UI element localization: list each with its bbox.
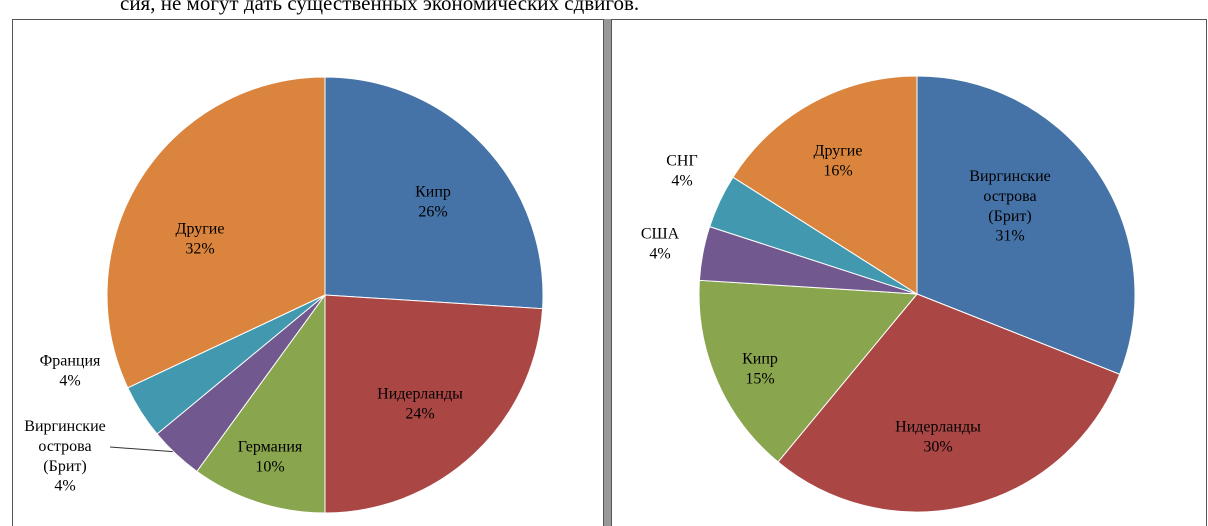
slice-label: Кипр 26% (415, 184, 451, 221)
value-label: 4% (54, 478, 75, 495)
label-line: острова (38, 438, 91, 455)
pie-slice (916, 75, 1136, 375)
value-label: 10% (255, 459, 284, 476)
value-label: 16% (823, 163, 852, 180)
pie-slice (324, 294, 544, 514)
slice-label: Кипр 15% (742, 351, 778, 388)
label-line: (Брит) (43, 458, 86, 475)
slice-label: Виргинские острова (Брит) 4% (24, 418, 105, 495)
category-label: Виргинские острова (Брит) (969, 168, 1050, 225)
pie-slice (324, 76, 544, 310)
pie-slice (777, 293, 1121, 513)
slice-label: СНГ 4% (666, 153, 697, 190)
pie-slice (196, 293, 326, 514)
category-label: Другие (814, 143, 863, 160)
value-label: 4% (649, 246, 670, 263)
category-label: Франция (40, 353, 101, 370)
leader-line (109, 446, 179, 453)
right-frame (611, 19, 1207, 526)
pie-slice (732, 75, 918, 295)
header-text: сия, не могут дать существенных экономич… (120, 0, 639, 15)
slice-label: Нидерланды 24% (377, 386, 463, 423)
label-line: (Брит) (988, 208, 1031, 225)
category-label: Кипр (742, 351, 778, 368)
slice-label: Франция 4% (40, 353, 101, 390)
category-label: США (641, 226, 680, 243)
label-line: Виргинские (24, 418, 105, 435)
slice-label: Другие 16% (814, 143, 863, 180)
value-label: 32% (185, 241, 214, 258)
category-label: Виргинские острова (Брит) (24, 418, 105, 475)
value-label: 26% (418, 204, 447, 221)
slice-label: Другие 32% (176, 221, 225, 258)
label-line: острова (983, 188, 1036, 205)
value-label: 30% (923, 439, 952, 456)
pie-slice (698, 279, 919, 463)
category-label: СНГ (666, 153, 697, 170)
slice-label: Нидерланды 30% (895, 419, 981, 456)
category-label: Нидерланды (377, 386, 463, 403)
value-label: 4% (671, 173, 692, 190)
pie-slice (106, 76, 326, 389)
slice-label: Виргинские острова (Брит) 31% (969, 168, 1050, 245)
value-label: 24% (405, 406, 434, 423)
slice-label: Германия 10% (238, 439, 303, 476)
category-label: Германия (238, 439, 303, 456)
value-label: 4% (59, 373, 80, 390)
value-label: 15% (745, 371, 774, 388)
category-label: Другие (176, 221, 225, 238)
divider (604, 19, 611, 526)
slice-label: США 4% (641, 226, 680, 263)
value-label: 31% (995, 228, 1024, 245)
left-frame (12, 19, 604, 526)
category-label: Нидерланды (895, 419, 981, 436)
category-label: Кипр (415, 184, 451, 201)
label-line: Виргинские (969, 168, 1050, 185)
